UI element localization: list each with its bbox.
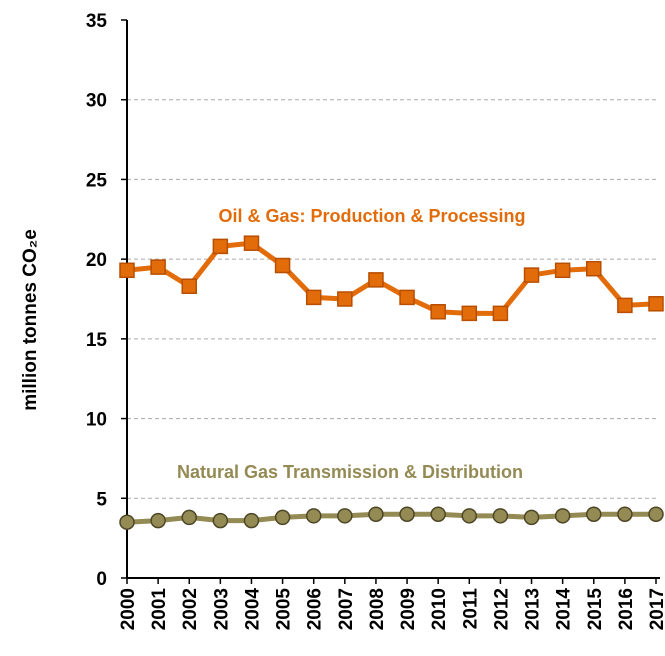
marker (554, 508, 571, 524)
marker (523, 509, 540, 526)
marker (586, 260, 602, 277)
x-tick-label: 2015 (585, 588, 606, 631)
marker (274, 257, 291, 274)
marker (181, 509, 197, 526)
marker (368, 272, 384, 288)
marker (461, 508, 478, 524)
marker (212, 512, 229, 529)
y-tick-label: 20 (86, 250, 107, 271)
series-label: Oil & Gas: Production & Processing (218, 206, 525, 226)
x-tick-label: 2011 (460, 588, 481, 630)
marker (648, 296, 664, 312)
marker (430, 304, 446, 320)
x-tick-label: 2001 (149, 588, 170, 631)
marker (337, 291, 353, 307)
x-tick-label: 2017 (647, 588, 665, 630)
x-tick-label: 2000 (118, 588, 139, 630)
marker (181, 278, 197, 294)
marker (492, 305, 509, 322)
marker (150, 259, 166, 275)
y-tick-label: 0 (96, 569, 107, 590)
x-tick-label: 2007 (336, 588, 357, 630)
x-tick-label: 2016 (616, 588, 637, 630)
x-tick-label: 2013 (523, 588, 544, 630)
marker (617, 297, 633, 314)
marker (150, 512, 166, 529)
x-tick-label: 2010 (429, 588, 450, 630)
marker (305, 508, 322, 524)
marker (243, 235, 260, 251)
series-line (126, 511, 656, 525)
y-tick-label: 30 (86, 91, 107, 112)
series-label: Natural Gas Transmission & Distribution (177, 462, 523, 482)
x-tick-label: 2009 (398, 588, 419, 630)
marker (274, 509, 291, 526)
marker (119, 262, 135, 279)
y-tick-label: 10 (86, 410, 107, 431)
marker (430, 506, 446, 522)
x-tick-label: 2006 (305, 588, 326, 630)
y-tick-label: 5 (96, 489, 107, 510)
y-axis-label: million tonnes CO₂e (20, 229, 41, 411)
marker (119, 514, 135, 530)
x-tick-label: 2008 (367, 588, 388, 630)
marker (554, 262, 571, 279)
x-tick-label: 2012 (491, 588, 512, 630)
y-tick-label: 25 (86, 170, 108, 191)
marker (399, 289, 415, 306)
marker (305, 289, 322, 306)
marker (243, 512, 260, 529)
x-tick-label: 2005 (274, 588, 295, 631)
marker (586, 506, 602, 522)
marker (617, 506, 633, 522)
marker (399, 506, 415, 522)
marker (212, 238, 229, 255)
marker (461, 305, 478, 322)
series-line (126, 240, 657, 316)
marker (492, 508, 509, 524)
x-tick-label: 2002 (180, 588, 201, 630)
marker (648, 506, 664, 522)
marker (337, 508, 353, 524)
x-tick-label: 2014 (554, 588, 575, 631)
y-tick-label: 15 (86, 330, 108, 351)
marker (523, 267, 540, 283)
marker (368, 506, 384, 522)
y-tick-label: 35 (86, 11, 108, 32)
x-tick-label: 2003 (211, 588, 232, 630)
x-tick-label: 2004 (242, 588, 263, 631)
